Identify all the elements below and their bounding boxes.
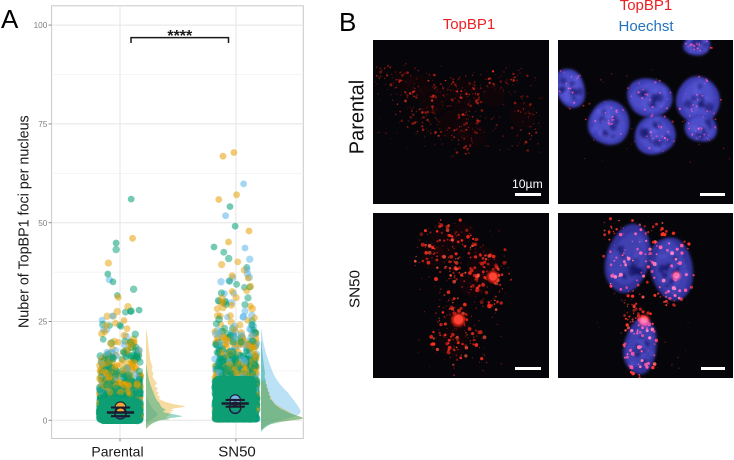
svg-text:Parental: Parental (91, 444, 143, 460)
svg-text:Nuber of TopBP1 foci per nucle: Nuber of TopBP1 foci per nucleus (16, 115, 32, 328)
svg-text:25: 25 (38, 318, 48, 327)
svg-text:0: 0 (43, 416, 48, 425)
svg-text:100: 100 (34, 21, 48, 30)
svg-text:75: 75 (38, 120, 48, 129)
svg-text:****: **** (167, 28, 193, 45)
svg-text:SN50: SN50 (218, 444, 256, 460)
svg-text:50: 50 (38, 219, 48, 228)
